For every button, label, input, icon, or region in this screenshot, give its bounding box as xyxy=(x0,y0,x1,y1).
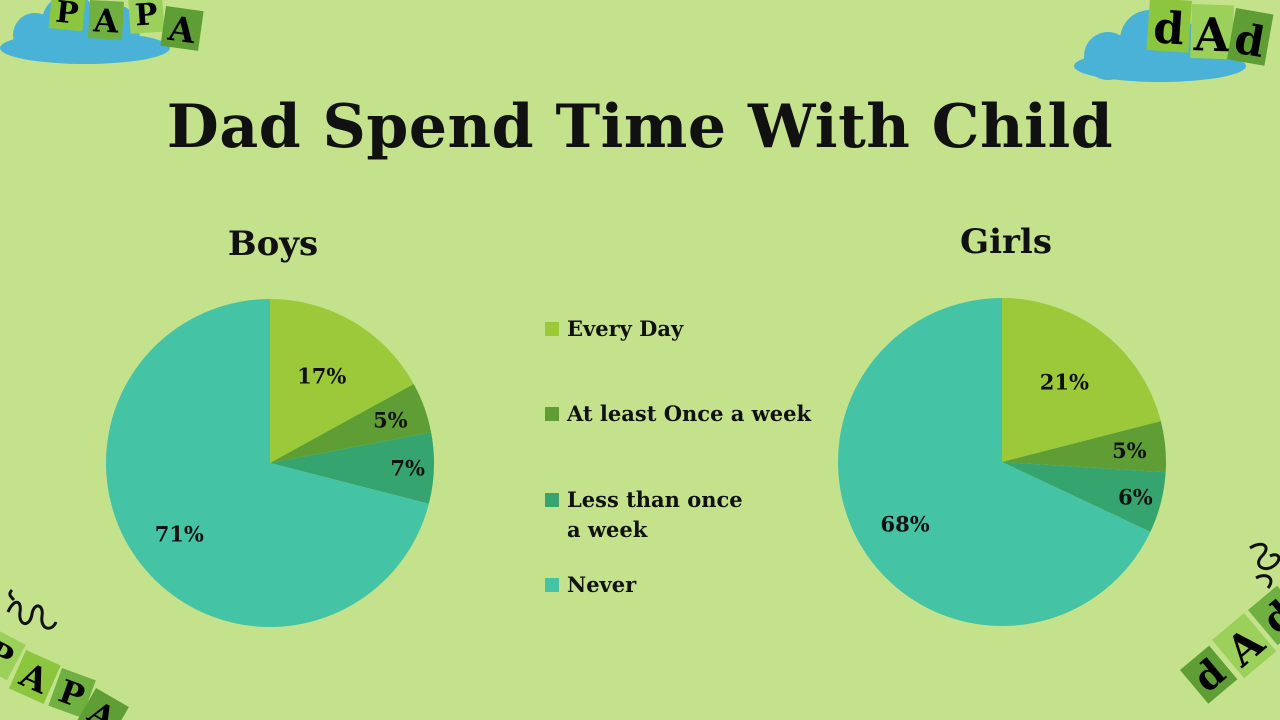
legend-label: Never xyxy=(567,572,637,597)
deco-letter: P xyxy=(134,0,159,34)
legend-label: Less than once a week xyxy=(567,487,743,542)
deco-letter: A xyxy=(92,1,121,40)
legend-label: Every Day xyxy=(567,316,684,341)
page-title: Dad Spend Time With Child xyxy=(166,92,1114,162)
boys-chart-title: Boys xyxy=(227,224,319,264)
girls-chart-title: Girls xyxy=(960,222,1052,262)
legend-swatch xyxy=(545,493,559,507)
legend-swatch xyxy=(545,407,559,421)
papa-letters-bottom-left: P A P A xyxy=(0,628,129,720)
dad-letters-top-right: d A d xyxy=(1146,0,1274,67)
squiggle-bottom-right xyxy=(1249,542,1280,589)
legend-item-never: Never xyxy=(545,570,815,600)
legend-item-every-day: Every Day xyxy=(545,314,815,344)
deco-letter: A xyxy=(1192,7,1232,62)
papa-letters-top-left: P A P A xyxy=(48,0,204,53)
dad-letters-bottom-right: d A d xyxy=(1180,585,1280,704)
deco-letter: d xyxy=(1152,2,1186,55)
legend-item-once-a-week: At least Once a week xyxy=(545,399,815,429)
deco-letter: P xyxy=(54,0,80,32)
deco-letter: A xyxy=(165,9,198,53)
legend-swatch xyxy=(545,578,559,592)
legend-item-less-than-once-a-week: Less than once a week xyxy=(545,485,760,545)
legend-swatch xyxy=(545,322,559,336)
legend-label: At least Once a week xyxy=(567,401,812,426)
squiggle-bottom-left xyxy=(6,588,58,630)
